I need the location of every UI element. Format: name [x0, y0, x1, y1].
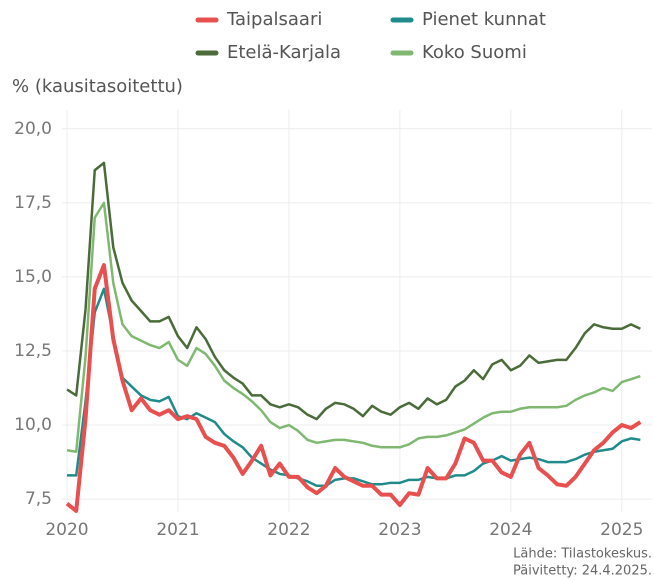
series-line [66, 201, 641, 453]
x-tick-label: 2025 [600, 520, 643, 540]
y-tick-label: 12,5 [14, 341, 52, 361]
y-tick-label: 7,5 [25, 489, 52, 509]
x-tick-label: 2024 [489, 520, 532, 540]
legend-label: Koko Suomi [422, 42, 527, 63]
series-line [66, 161, 641, 421]
series-line [67, 287, 641, 488]
x-tick-label: 2022 [267, 520, 310, 540]
x-tick-label: 2021 [156, 520, 199, 540]
y-tick-label: 15,0 [14, 267, 52, 287]
source: Lähde: Tilastokeskus. [513, 547, 652, 562]
y-tick-label: 20,0 [14, 119, 52, 139]
y-tick-label: 17,5 [14, 193, 52, 213]
legend-label: Pienet kunnat [422, 9, 546, 30]
x-tick-label: 2023 [378, 520, 421, 540]
legend-label: Taipalsaari [226, 9, 322, 30]
legend-label: Etelä-Karjala [227, 42, 341, 63]
x-tick-label: 2020 [45, 520, 88, 540]
y-tick-label: 10,0 [14, 415, 52, 435]
updated: Päivitetty: 24.4.2025. [513, 564, 652, 579]
series-line [65, 263, 642, 513]
y-axis-label: % (kausitasoitettu) [12, 76, 183, 97]
